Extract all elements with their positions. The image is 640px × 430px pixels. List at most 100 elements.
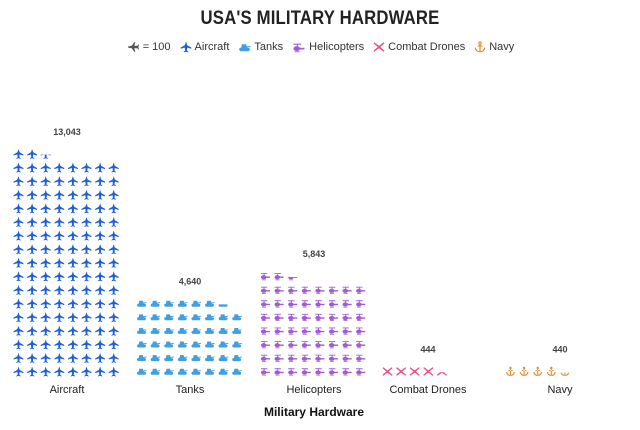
helicopter-icon (301, 327, 311, 335)
helicopter-icon (260, 327, 271, 335)
drone-icon (423, 367, 434, 376)
helicopter-icon (260, 368, 271, 376)
legend-item-tanks: Tanks (238, 41, 283, 53)
tank-icon (204, 355, 215, 362)
jet-icon (27, 298, 38, 309)
jet-icon (95, 312, 106, 323)
jet-icon (67, 298, 78, 309)
jet-icon (13, 148, 24, 159)
anchor-icon (474, 41, 486, 53)
value-label-helicopters: 5,843 (303, 249, 326, 259)
jet-icon (40, 284, 51, 295)
helicopter-icon (301, 313, 311, 322)
jet-icon (108, 298, 119, 309)
jet-icon (108, 244, 119, 255)
jet-icon (95, 257, 106, 268)
jet-icon (13, 298, 24, 309)
anchor-icon (533, 366, 543, 377)
drone-icon (436, 372, 447, 376)
tank-icon (232, 314, 242, 321)
jet-icon (40, 312, 51, 323)
jet-icon (40, 271, 51, 282)
tank-icon (150, 300, 161, 307)
jet-icon (40, 352, 51, 363)
tank-icon (177, 314, 188, 321)
jet-icon (13, 366, 24, 377)
jet-icon (67, 325, 78, 336)
tank-icon (150, 327, 161, 334)
anchor-icon (519, 366, 529, 377)
jet-icon (40, 154, 51, 159)
jet-icon (108, 352, 119, 363)
jet-icon (54, 312, 65, 323)
tank-icon (177, 327, 188, 334)
helicopter-icon (342, 341, 352, 349)
jet-icon (95, 162, 106, 173)
tank-icon (191, 327, 201, 334)
helicopter-icon (260, 313, 271, 322)
jet-icon (81, 284, 92, 295)
helicopter-icon (301, 341, 311, 349)
helicopter-icon (342, 368, 352, 376)
jet-icon (67, 216, 78, 227)
helicopter-icon (328, 300, 339, 308)
drone-icon (373, 42, 385, 52)
tank-icon (218, 327, 229, 334)
tank-icon (164, 368, 174, 375)
jet-icon (67, 366, 78, 377)
tank-icon (191, 355, 201, 362)
legend-item-aircraft: Aircraft (180, 41, 229, 53)
jet-icon (54, 325, 65, 336)
tank-icon (204, 327, 215, 334)
jet-icon (40, 298, 51, 309)
jet-icon (27, 257, 38, 268)
jet-icon (54, 203, 65, 214)
tank-icon (136, 355, 147, 362)
jet-icon (81, 176, 92, 187)
legend: = 100 Aircraft Tanks Helicopters (0, 41, 640, 53)
helicopter-icon (274, 341, 284, 349)
jet-icon (67, 257, 78, 268)
jet-icon (27, 366, 38, 377)
drone-icon (382, 367, 393, 376)
helicopter-icon (328, 286, 339, 294)
jet-icon (27, 203, 38, 214)
jet-icon (40, 257, 51, 268)
helicopter-icon (342, 286, 352, 294)
value-label-combat-drones: 444 (420, 344, 435, 354)
jet-icon (40, 325, 51, 336)
jet-icon (81, 339, 92, 350)
jet-icon (81, 271, 92, 282)
jet-icon (67, 203, 78, 214)
bar-tanks (136, 300, 242, 375)
legend-unit: = 100 (126, 41, 171, 53)
jet-icon (54, 244, 65, 255)
helicopter-icon (342, 313, 352, 322)
jet-icon (54, 257, 65, 268)
tank-icon (150, 341, 161, 348)
tank-icon (204, 314, 215, 321)
jet-icon (95, 298, 106, 309)
jet-icon (81, 366, 92, 377)
bar-helicopters (260, 273, 366, 376)
tank-icon (204, 368, 215, 375)
unit-jet-icon (127, 42, 139, 52)
tank-icon (136, 368, 147, 375)
tank-icon (136, 341, 147, 348)
jet-icon (27, 312, 38, 323)
legend-label-navy: Navy (489, 41, 515, 53)
helicopter-icon (260, 286, 271, 294)
jet-icon (54, 339, 65, 350)
helicopter-icon (315, 354, 325, 362)
jet-icon (27, 352, 38, 363)
jet-icon (108, 366, 119, 377)
helicopter-icon (356, 313, 366, 322)
jet-icon (81, 162, 92, 173)
x-tick-label-navy: Navy (547, 384, 573, 396)
legend-item-navy: Navy (474, 41, 514, 53)
tank-icon (150, 368, 161, 375)
helicopter-icon (274, 368, 284, 376)
jet-icon (54, 284, 65, 295)
tank-icon (136, 300, 147, 307)
